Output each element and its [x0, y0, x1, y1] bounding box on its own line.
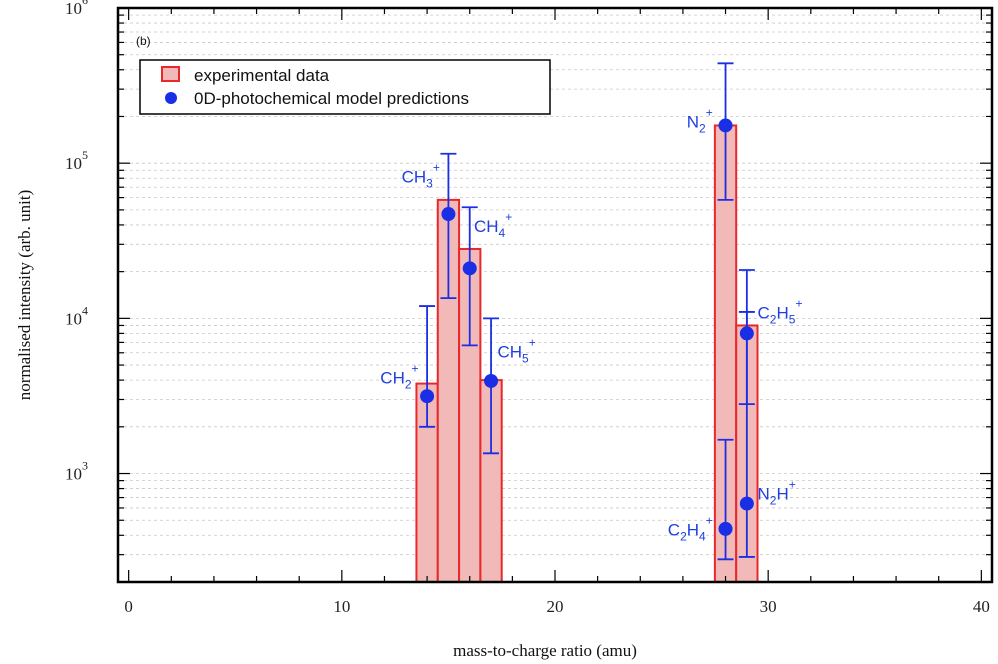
model-points	[420, 118, 754, 536]
model-point	[484, 373, 499, 388]
model-point	[739, 496, 754, 511]
x-tick-label: 0	[124, 597, 133, 616]
x-tick-label: 20	[547, 597, 564, 616]
ion-label: CH4+	[474, 210, 512, 240]
y-axis-title: normalised intensity (arb. unit)	[15, 190, 34, 401]
grid	[118, 7, 992, 583]
ion-label: C2H5+	[758, 296, 803, 326]
y-tick-label: 106	[65, 0, 88, 18]
legend-label-model: 0D-photochemical model predictions	[194, 89, 469, 108]
model-point	[462, 261, 477, 276]
legend-swatch-model	[165, 92, 177, 104]
ion-label: C2H4+	[668, 513, 713, 543]
x-axis-title: mass-to-charge ratio (amu)	[453, 641, 637, 660]
ion-label: N2H+	[758, 478, 796, 508]
x-tick-label: 40	[973, 597, 990, 616]
ion-label: CH5+	[497, 335, 535, 365]
y-tick-label: 104	[65, 303, 88, 328]
model-point	[441, 207, 456, 222]
legend: experimental data 0D-photochemical model…	[139, 59, 551, 115]
model-point	[739, 326, 754, 341]
model-point	[718, 521, 733, 536]
axis-ticks	[118, 7, 992, 583]
ion-label: CH2+	[380, 362, 418, 392]
ion-labels: CH2+ CH3+ CH4+ CH5+ N2+ C2H5+ C2H4+ N2H+	[380, 105, 802, 543]
tick-labels: 0 10 20 30 40 103 104 105 106	[65, 0, 990, 616]
legend-label-experimental: experimental data	[194, 66, 330, 85]
x-tick-label: 10	[333, 597, 350, 616]
panel-label: (b)	[136, 34, 151, 48]
y-tick-label: 103	[65, 459, 88, 484]
model-point	[420, 389, 435, 404]
x-tick-label: 30	[760, 597, 777, 616]
y-tick-label: 105	[65, 148, 88, 173]
ion-label: N2+	[687, 105, 713, 135]
model-point	[718, 118, 733, 133]
ion-label: CH3+	[402, 161, 440, 191]
legend-box	[139, 59, 551, 115]
legend-swatch-experimental	[161, 66, 180, 82]
